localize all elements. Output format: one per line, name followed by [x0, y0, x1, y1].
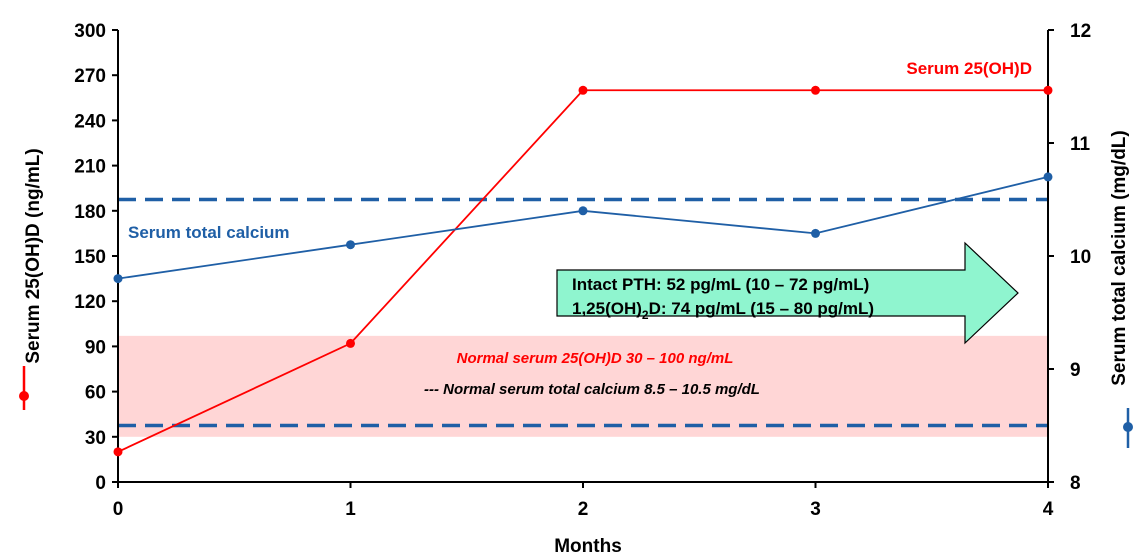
right-tick-label: 12: [1070, 21, 1091, 42]
right-tick-label: 8: [1070, 473, 1081, 494]
left-tick-label: 30: [85, 428, 106, 449]
reference-line-annotation: --- Normal serum total calcium 8.5 – 10.…: [424, 381, 760, 398]
callout-line-1: Intact PTH: 52 pg/mL (10 – 72 pg/mL): [572, 275, 869, 294]
series-0-point: [1043, 85, 1053, 95]
axes-layer: [112, 29, 1054, 488]
x-axis-title: Months: [554, 536, 622, 557]
series-1-point: [811, 228, 820, 238]
reference-lines-layer: [118, 197, 1048, 428]
series-1-point: [346, 240, 355, 250]
series-label-calcium: Serum total calcium: [128, 223, 290, 242]
right-axis-title: Serum total calcium (mg/dL): [1109, 130, 1130, 385]
left-tick-label: 240: [74, 111, 106, 132]
x-tick-label: 4: [1043, 499, 1054, 520]
left-axis-title: Serum 25(OH)D (ng/mL): [23, 148, 44, 363]
series-1-point: [1043, 172, 1053, 182]
right-tick-label: 9: [1070, 360, 1081, 381]
left-tick-label: 120: [74, 292, 106, 313]
right-tick-label: 10: [1070, 247, 1091, 268]
callout-arrow: [556, 241, 1019, 345]
normal-25ohd-band: [118, 335, 1048, 437]
series-0-point: [346, 338, 355, 348]
band-annotation: Normal serum 25(OH)D 30 – 100 ng/mL: [457, 350, 734, 367]
x-tick-label: 3: [810, 499, 821, 520]
series-0-point: [578, 85, 588, 95]
left-tick-label: 90: [85, 337, 106, 358]
x-tick-label: 1: [345, 499, 356, 520]
x-tick-label: 0: [113, 499, 124, 520]
series-1-point: [113, 274, 123, 284]
callout-line-2-subscript: 2: [642, 308, 649, 322]
right-tick-label: 11: [1070, 134, 1091, 155]
left-axis-legend-marker: [19, 391, 29, 401]
right-axis-legend-marker: [1123, 422, 1133, 432]
callout-line-2-prefix: 1,25(OH): [572, 299, 642, 318]
reference-band-layer: [118, 335, 1048, 437]
series-layer: [113, 85, 1053, 457]
series-label-25ohd: Serum 25(OH)D: [906, 59, 1032, 78]
left-tick-label: 150: [74, 247, 106, 268]
callout-line-2-suffix: D: 74 pg/mL (15 – 80 pg/mL): [649, 299, 874, 318]
left-tick-label: 0: [95, 473, 106, 494]
x-tick-label: 2: [578, 499, 589, 520]
series-0-point: [113, 447, 123, 457]
series-0-point: [811, 85, 820, 95]
series-1-point: [578, 206, 588, 216]
left-tick-label: 180: [74, 202, 106, 223]
left-tick-label: 210: [74, 157, 106, 178]
left-tick-label: 300: [74, 21, 106, 42]
left-tick-label: 60: [85, 383, 106, 404]
left-tick-label: 270: [74, 66, 106, 87]
callout-line-2: 1,25(OH)2D: 74 pg/mL (15 – 80 pg/mL): [572, 299, 874, 322]
